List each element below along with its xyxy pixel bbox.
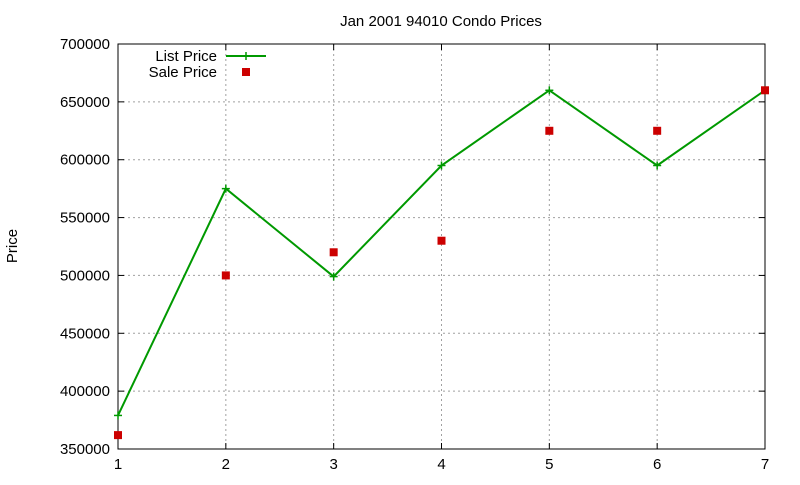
- sale-price-point: [221, 271, 230, 280]
- series-1: [114, 86, 769, 440]
- sale-price-point: [329, 248, 338, 257]
- x-tick-label: 3: [329, 456, 337, 473]
- sale-price-point: [437, 236, 446, 245]
- sale-price-point: [545, 126, 554, 135]
- y-axis-label: Price: [4, 229, 21, 263]
- sale-price-point: [114, 431, 122, 440]
- list-price-point: [114, 411, 122, 420]
- y-tick-label: 700000: [60, 36, 110, 53]
- list-price-point: [545, 86, 554, 95]
- legend-label: List Price: [155, 48, 217, 65]
- list-price-point: [329, 272, 338, 281]
- list-price-point: [221, 184, 230, 193]
- x-tick-label: 1: [114, 456, 122, 473]
- list-price-point: [437, 161, 446, 170]
- y-tick-label: 600000: [60, 152, 110, 169]
- grid-lines: [118, 44, 765, 449]
- sale-price-point: [653, 126, 662, 135]
- chart-title: Jan 2001 94010 Condo Prices: [340, 13, 542, 30]
- x-tick-label: 6: [653, 456, 661, 473]
- legend-marker: [242, 52, 250, 60]
- legend-label: Sale Price: [149, 64, 217, 81]
- x-tick-label: 4: [437, 456, 445, 473]
- data-series: [114, 86, 769, 440]
- y-tick-label: 500000: [60, 267, 110, 284]
- y-tick-label: 550000: [60, 210, 110, 227]
- axis-ticks: 350000 400000 450000 500000 550000 600000 6500…: [60, 36, 769, 473]
- x-tick-label: 5: [545, 456, 553, 473]
- legend-marker: [242, 68, 250, 76]
- y-tick-label: 650000: [60, 94, 110, 111]
- list-price-point: [653, 161, 662, 170]
- sale-price-point: [761, 86, 769, 95]
- y-tick-label: 400000: [60, 383, 110, 400]
- y-tick-label: 350000: [60, 441, 110, 458]
- x-tick-label: 7: [761, 456, 769, 473]
- x-tick-label: 2: [222, 456, 230, 473]
- y-tick-label: 450000: [60, 325, 110, 342]
